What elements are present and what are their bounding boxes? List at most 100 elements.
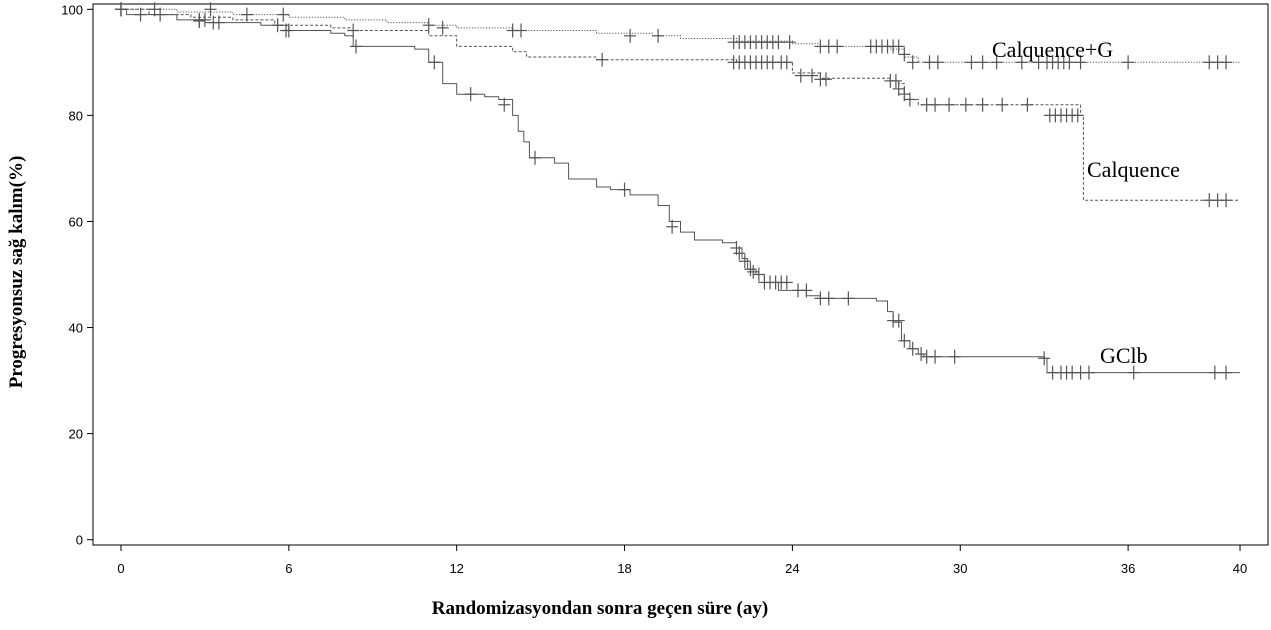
censor-mark	[752, 267, 765, 282]
x-tick-label: 6	[285, 561, 292, 576]
censor-mark	[805, 68, 818, 83]
censor-mark	[976, 97, 989, 112]
censor-mark	[906, 55, 919, 70]
censor-mark	[1071, 108, 1084, 123]
censor-mark	[1074, 55, 1087, 70]
censor-mark	[898, 87, 911, 102]
censor-mark	[783, 35, 796, 50]
censor-mark	[422, 18, 435, 33]
censor-mark	[529, 150, 542, 165]
series-label-gclb: GClb	[1100, 343, 1148, 368]
censor-mark	[906, 341, 919, 356]
y-tick-label: 80	[69, 108, 83, 123]
censor-mark	[931, 55, 944, 70]
censor-mark	[990, 55, 1003, 70]
censor-mark	[596, 52, 609, 67]
censor-mark	[744, 262, 757, 277]
censor-mark	[903, 92, 916, 107]
y-tick-label: 40	[69, 321, 83, 336]
censor-mark	[515, 23, 528, 38]
axes: 0 6 12 18 24 30 36 40 0 20 40 60 80 100	[61, 2, 1269, 576]
censor-mark	[892, 313, 905, 328]
censor-mark	[349, 39, 362, 54]
censor-mark	[959, 97, 972, 112]
y-tick-label: 60	[69, 214, 83, 229]
x-tick-label: 18	[617, 561, 631, 576]
censor-mark	[154, 7, 167, 22]
censor-mark	[976, 55, 989, 70]
censor-mark	[666, 219, 679, 234]
censor-mark	[822, 291, 835, 306]
censor-mark	[193, 13, 206, 28]
censor-mark	[464, 87, 477, 102]
censor-mark	[498, 97, 511, 112]
censor-mark	[738, 254, 751, 269]
censor-mark	[996, 97, 1009, 112]
censor-mark	[889, 73, 902, 88]
censor-mark	[1063, 55, 1076, 70]
censor-mark	[347, 23, 360, 38]
y-tick-label: 20	[69, 427, 83, 442]
censor-mark	[965, 55, 978, 70]
censor-mark	[428, 55, 441, 70]
censor-mark	[1220, 55, 1233, 70]
censor-mark	[800, 283, 813, 298]
censor-mark	[624, 28, 637, 43]
censor-mark	[747, 264, 760, 279]
censor-mark	[730, 240, 743, 255]
censor-mark	[915, 347, 928, 362]
censor-mark	[831, 39, 844, 54]
censor-mark	[114, 2, 127, 17]
censor-mark	[1122, 55, 1135, 70]
censor-mark	[780, 275, 793, 290]
x-tick-label: 0	[117, 561, 124, 576]
censor-mark	[772, 35, 785, 50]
censor-mark	[1021, 97, 1034, 112]
censor-mark	[1208, 365, 1221, 380]
x-tick-label: 36	[1121, 561, 1135, 576]
censor-mark	[240, 7, 253, 22]
censor-mark	[929, 97, 942, 112]
censor-mark	[134, 7, 147, 22]
censor-mark	[1220, 365, 1233, 380]
censor-mark	[204, 2, 217, 17]
y-axis-title: Progresyonsuz sağ kalım(%)	[6, 156, 27, 389]
series-layer	[114, 2, 1240, 380]
censor-mark	[436, 20, 449, 35]
censor-mark	[819, 72, 832, 87]
censor-mark	[212, 15, 225, 30]
censor-mark	[282, 23, 295, 38]
y-tick-label: 0	[76, 533, 83, 548]
x-tick-label: 40	[1233, 561, 1247, 576]
x-axis-title: Randomizasyondan sonra geçen süre (ay)	[432, 598, 768, 619]
x-tick-label: 12	[449, 561, 463, 576]
censor-mark	[1220, 193, 1233, 208]
censor-mark	[1127, 365, 1140, 380]
censor-mark	[1038, 351, 1051, 366]
censor-mark	[898, 47, 911, 62]
plot-frame	[92, 3, 1269, 546]
series-label-calquence: Calquence	[1087, 157, 1180, 182]
series-label-calquence-g: Calquence+G	[992, 37, 1113, 62]
censor-mark	[1082, 365, 1095, 380]
series-line-2	[121, 8, 1240, 374]
censor-mark	[892, 81, 905, 96]
x-tick-label: 30	[953, 561, 967, 576]
censor-mark	[892, 39, 905, 54]
x-tick-label: 24	[785, 561, 799, 576]
censor-mark	[943, 97, 956, 112]
censor-mark	[277, 7, 290, 22]
censor-mark	[794, 68, 807, 83]
censor-mark	[618, 182, 631, 197]
y-tick-label: 100	[61, 2, 83, 17]
censor-mark	[148, 2, 161, 17]
censor-mark	[780, 55, 793, 70]
censor-mark	[948, 349, 961, 364]
censor-mark	[898, 333, 911, 348]
censor-mark	[1015, 55, 1028, 70]
censor-mark	[652, 28, 665, 43]
censor-mark	[929, 349, 942, 364]
censor-mark	[733, 246, 746, 261]
censor-mark	[842, 291, 855, 306]
